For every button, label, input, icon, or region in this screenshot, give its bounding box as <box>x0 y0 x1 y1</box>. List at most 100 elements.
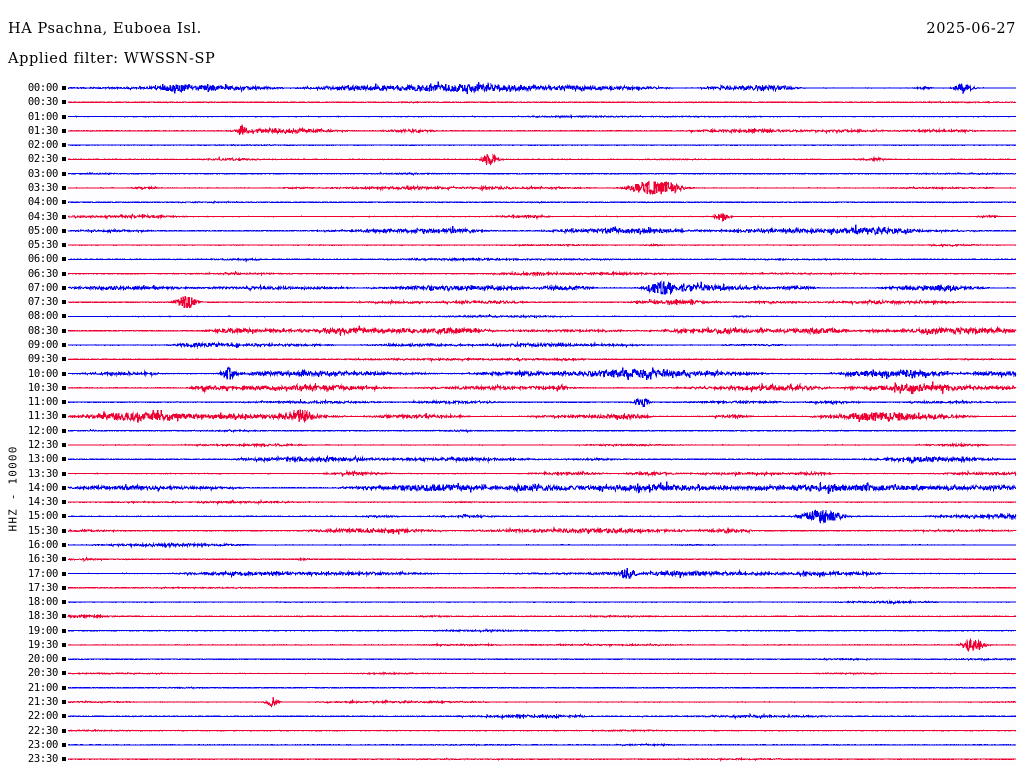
time-row-tick <box>62 143 66 148</box>
time-row-tick <box>62 500 66 505</box>
time-row-label: 08:30 <box>27 324 58 337</box>
time-row-label: 13:00 <box>27 453 58 466</box>
waveform-trace <box>67 171 1017 176</box>
waveform-trace <box>67 454 1017 464</box>
time-row-label: 19:30 <box>27 638 58 651</box>
waveform-trace <box>67 243 1017 248</box>
time-row-tick <box>62 714 66 719</box>
time-row-tick <box>62 628 66 633</box>
time-row-tick <box>62 614 66 619</box>
waveform-trace <box>67 728 1017 733</box>
record-date: 2025-06-27 <box>926 21 1016 37</box>
time-row-label: 20:00 <box>27 653 58 666</box>
time-row-label: 10:30 <box>27 381 58 394</box>
waveform-trace <box>67 124 1017 136</box>
time-row-label: 20:30 <box>27 667 58 680</box>
waveform-trace <box>67 541 1017 549</box>
time-row-tick <box>62 228 66 233</box>
waveform-trace <box>67 469 1017 478</box>
time-row-tick <box>62 371 66 376</box>
time-row-tick <box>62 257 66 262</box>
waveform-trace <box>67 409 1017 423</box>
waveform-trace <box>67 657 1017 662</box>
waveform-trace <box>67 366 1017 380</box>
time-row-tick <box>62 100 66 105</box>
waveform-trace <box>67 628 1017 634</box>
time-row-tick <box>62 443 66 447</box>
time-row-label: 11:30 <box>27 410 58 423</box>
waveform-trace <box>67 481 1017 495</box>
time-row-tick <box>62 86 66 90</box>
time-row-label: 22:00 <box>27 710 58 723</box>
time-row-tick <box>62 700 66 705</box>
waveform-trace <box>67 100 1017 105</box>
time-row-tick <box>62 528 66 533</box>
seismogram-plot: HHZ - 10000 00:00 00:30 01:00 01:30 02:00 02:… <box>0 78 1024 778</box>
waveform-trace <box>67 143 1017 147</box>
time-row-tick <box>62 585 66 590</box>
time-row-label: 02:00 <box>27 139 58 152</box>
time-row-label: 23:00 <box>27 738 58 751</box>
waveform-trace <box>67 313 1017 319</box>
waveform-trace <box>67 712 1017 721</box>
time-row-label: 21:00 <box>27 681 58 694</box>
waveform-trace <box>67 638 1017 653</box>
time-row-label: 01:30 <box>27 124 58 137</box>
time-row-label: 21:30 <box>27 696 58 709</box>
time-row-tick <box>62 557 66 562</box>
waveform-trace <box>67 671 1017 676</box>
time-row-tick <box>62 343 66 348</box>
time-row-tick <box>62 757 66 762</box>
time-row-tick <box>62 128 66 133</box>
waveform-trace <box>67 357 1017 363</box>
time-row-tick <box>62 728 66 733</box>
waveform-trace <box>67 381 1017 395</box>
time-row-tick <box>62 657 66 662</box>
time-row-label: 22:30 <box>27 724 58 737</box>
time-row-label: 18:00 <box>27 596 58 609</box>
time-row-label: 16:00 <box>27 538 58 551</box>
time-row-label: 17:30 <box>27 581 58 594</box>
time-row-label: 11:00 <box>27 396 58 409</box>
time-row-label: 05:00 <box>27 224 58 237</box>
time-row-label: 06:30 <box>27 267 58 280</box>
time-row-tick <box>62 328 66 333</box>
waveform-trace <box>67 340 1017 349</box>
waveform-traces <box>67 81 1017 762</box>
waveform-trace <box>67 81 1017 95</box>
plot-background <box>66 81 1016 766</box>
time-row-tick <box>62 400 66 405</box>
time-row-tick <box>62 600 66 605</box>
time-row-label: 04:30 <box>27 210 58 223</box>
time-row-label: 15:00 <box>27 510 58 523</box>
waveform-trace <box>67 428 1017 433</box>
time-row-label: 03:00 <box>27 167 58 180</box>
time-row-tick <box>62 285 66 290</box>
time-row-label: 01:00 <box>27 110 58 123</box>
waveform-trace <box>67 756 1017 762</box>
time-row-tick <box>62 171 66 176</box>
waveform-trace <box>67 270 1017 278</box>
waveform-trace <box>67 556 1017 563</box>
time-row-tick <box>62 385 66 390</box>
time-row-tick <box>62 214 66 219</box>
time-row-tick <box>62 243 66 248</box>
time-row-label: 23:30 <box>27 753 58 766</box>
waveform-trace <box>67 113 1017 120</box>
applied-filter-label: Applied filter: WWSSN-SP <box>8 51 216 67</box>
time-row-label: 13:30 <box>27 467 58 480</box>
time-row-label: 05:30 <box>27 239 58 252</box>
waveform-trace <box>67 325 1017 337</box>
time-row-tick <box>62 314 66 319</box>
time-row-tick <box>62 471 66 476</box>
time-row-label: 07:30 <box>27 296 58 309</box>
time-row-label: 18:30 <box>27 610 58 623</box>
time-row-label: 03:30 <box>27 181 58 194</box>
waveform-trace <box>67 180 1017 195</box>
waveform-trace <box>67 224 1017 236</box>
time-row-tick <box>62 300 66 305</box>
waveform-trace <box>67 696 1017 708</box>
time-row-label: 07:00 <box>27 281 58 294</box>
time-row-tick <box>62 157 66 162</box>
time-row-label: 15:30 <box>27 524 58 537</box>
